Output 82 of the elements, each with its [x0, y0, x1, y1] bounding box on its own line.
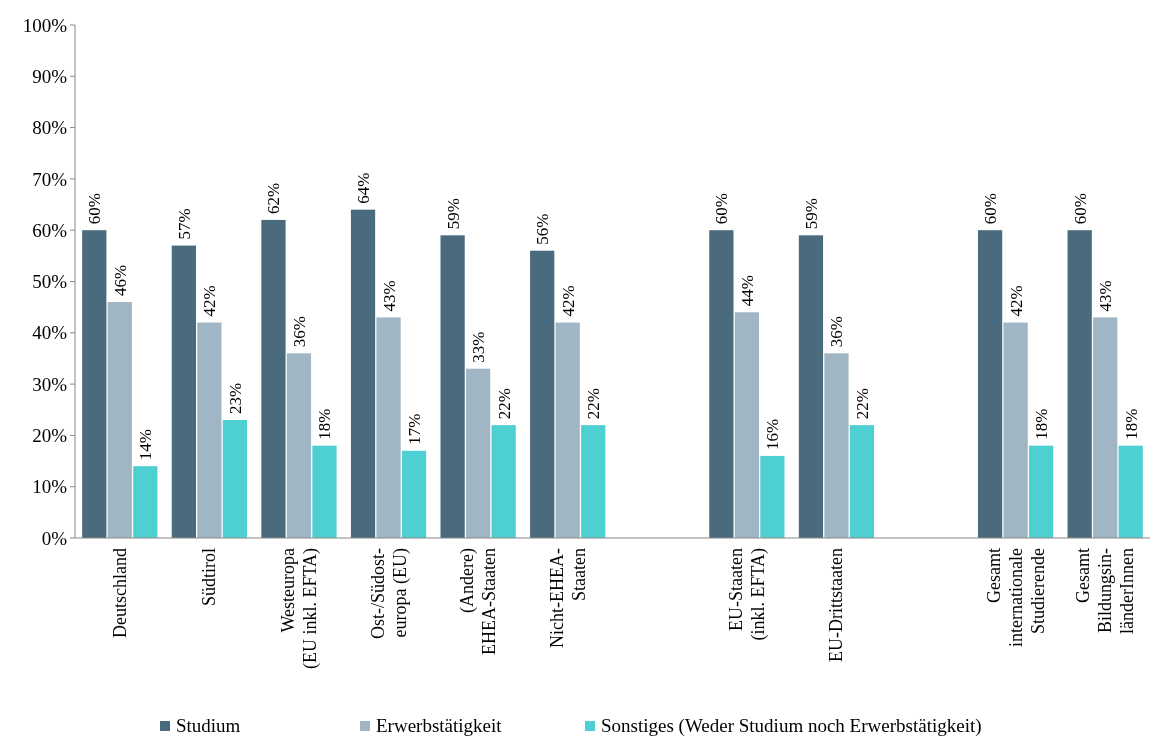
- bar: [312, 445, 337, 538]
- data-label: 43%: [379, 280, 399, 312]
- bar: [107, 302, 132, 538]
- bar: [581, 425, 606, 538]
- bar: [401, 450, 427, 538]
- bar: [978, 230, 1003, 538]
- x-tick-label: Gesamt internationale Studierende: [983, 548, 1048, 647]
- y-tick-label: 0%: [41, 527, 68, 549]
- data-label: 42%: [200, 285, 220, 317]
- data-label: 57%: [174, 208, 194, 240]
- y-tick-label: 70%: [32, 168, 68, 190]
- bar: [197, 322, 222, 538]
- legend-label: Studium: [176, 715, 241, 736]
- legend-label: Sonstiges (Weder Studium noch Erwerbstätigkeit): [601, 715, 982, 737]
- x-tick-label: Nicht-EHEA- Staaten: [546, 548, 589, 648]
- y-tick-label: 40%: [32, 322, 68, 344]
- bar: [1067, 230, 1092, 538]
- data-label: 62%: [264, 182, 284, 214]
- bar: [1003, 322, 1028, 538]
- bar: [849, 425, 875, 538]
- data-label: 22%: [584, 387, 604, 420]
- bar: [133, 466, 158, 538]
- data-label: 18%: [1121, 408, 1141, 440]
- y-tick-label: 90%: [32, 65, 68, 87]
- data-label: 43%: [1096, 280, 1116, 312]
- x-tick-label: Südtirol: [199, 548, 220, 607]
- data-label: 42%: [1006, 285, 1026, 317]
- data-label: 17%: [405, 413, 425, 445]
- data-label: 42%: [558, 285, 578, 317]
- data-label: 22%: [494, 387, 514, 420]
- data-label: 23%: [225, 382, 245, 415]
- data-label: 18%: [315, 408, 335, 440]
- bar: [734, 312, 759, 538]
- x-tick-label: Deutschland: [109, 548, 130, 638]
- bar: [491, 425, 516, 538]
- data-label: 18%: [1032, 408, 1052, 440]
- x-tick-label: Ost-/Südost- europa (EU): [367, 548, 411, 640]
- bar: [222, 420, 247, 538]
- bar: [82, 230, 107, 538]
- bar: [798, 235, 824, 538]
- x-tick-label: EU-Staaten (inkl. EFTA): [725, 548, 769, 641]
- y-tick-label: 30%: [32, 373, 68, 395]
- x-tick-label: Westeuropa (EU inkl. EFTA): [277, 547, 321, 670]
- data-label: 64%: [354, 172, 374, 204]
- y-tick-label: 20%: [32, 425, 68, 447]
- data-label: 44%: [737, 275, 757, 307]
- bar: [171, 245, 196, 538]
- data-label: 36%: [827, 316, 847, 348]
- bar: [350, 209, 376, 538]
- data-label: 46%: [110, 264, 130, 297]
- x-tick-label: EU-Drittstaaten: [826, 548, 847, 662]
- bar: [824, 353, 849, 538]
- data-label: 59%: [801, 198, 821, 230]
- legend-label: Erwerbstätigkeit: [376, 715, 503, 736]
- data-label: 60%: [85, 193, 105, 225]
- y-tick-label: 50%: [32, 271, 68, 293]
- data-label: 60%: [981, 193, 1001, 225]
- data-label: 22%: [852, 387, 872, 420]
- bar: [530, 250, 555, 538]
- bar: [555, 322, 580, 538]
- data-label: 33%: [469, 331, 489, 363]
- bar: [261, 219, 286, 538]
- bar: [1029, 445, 1054, 538]
- data-label: 36%: [289, 316, 309, 348]
- y-tick-label: 80%: [32, 117, 68, 139]
- y-tick-label: 10%: [32, 476, 68, 498]
- bar: [440, 235, 465, 538]
- data-label: 56%: [533, 213, 553, 245]
- data-label: 60%: [1070, 193, 1090, 225]
- data-label: 16%: [763, 418, 783, 450]
- y-tick-label: 100%: [22, 14, 68, 36]
- y-tick-label: 60%: [32, 219, 68, 241]
- bar: [376, 317, 401, 538]
- bar: [466, 368, 491, 538]
- data-label: 59%: [443, 198, 463, 230]
- data-label: 14%: [136, 429, 156, 461]
- bar: [286, 353, 312, 538]
- bar: [1118, 445, 1143, 538]
- bar: [1093, 317, 1118, 538]
- data-label: 60%: [712, 193, 732, 225]
- bar: [709, 230, 734, 538]
- bar: [760, 455, 785, 538]
